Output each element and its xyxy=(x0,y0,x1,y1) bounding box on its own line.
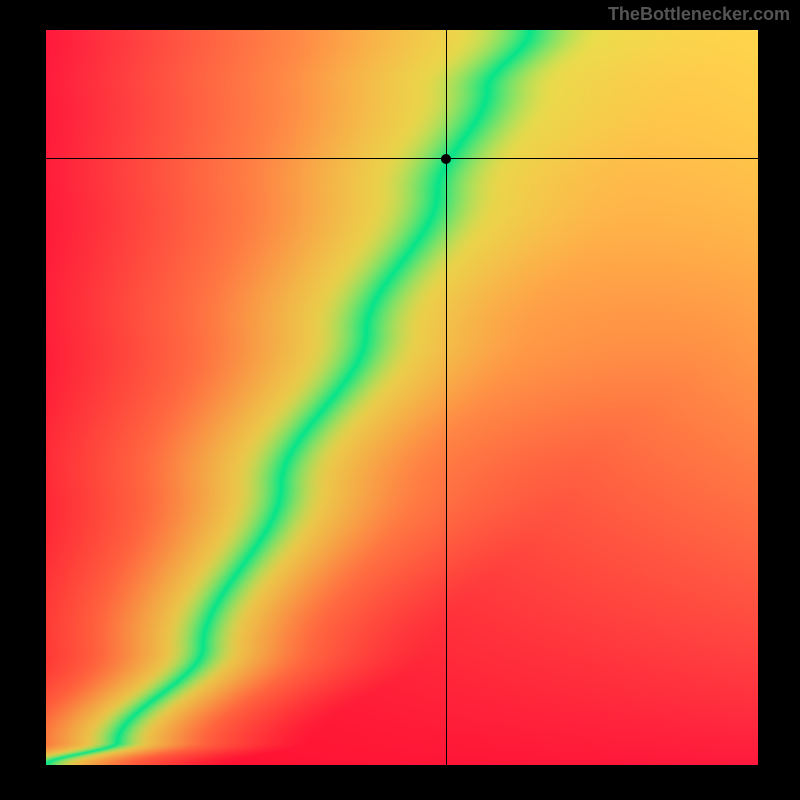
crosshair-horizontal xyxy=(46,158,758,159)
crosshair-vertical xyxy=(446,30,447,765)
heatmap-canvas xyxy=(46,30,758,765)
crosshair-marker xyxy=(441,154,451,164)
heatmap-plot-frame xyxy=(44,28,760,767)
watermark-text: TheBottlenecker.com xyxy=(608,4,790,25)
